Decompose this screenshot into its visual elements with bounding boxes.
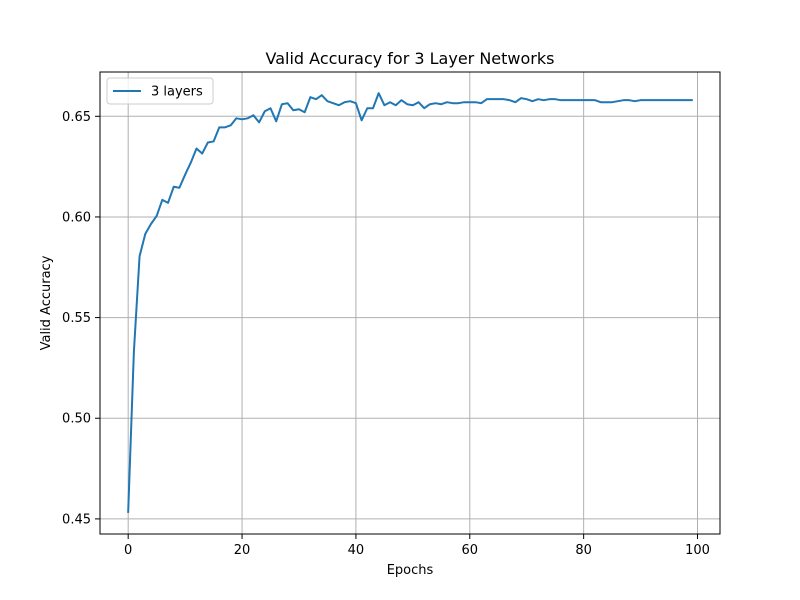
- plot-frame: [99, 71, 721, 535]
- axis-ticks: 0 20 40 60 80 100 0.45 0.50 0.55 0.60 0.65: [62, 110, 710, 558]
- x-tick-label: 80: [575, 543, 592, 558]
- x-tick-label: 60: [462, 543, 479, 558]
- x-axis-label: Epochs: [387, 563, 434, 578]
- x-tick-label: 100: [685, 543, 710, 558]
- y-tick-label: 0.65: [62, 110, 91, 125]
- grid-lines: [100, 72, 720, 534]
- x-tick-label: 40: [348, 543, 365, 558]
- x-tick-label: 0: [124, 543, 132, 558]
- chart-title: Valid Accuracy for 3 Layer Networks: [266, 49, 555, 68]
- y-tick-label: 0.55: [62, 311, 91, 326]
- legend-entry-label: 3 layers: [151, 85, 203, 100]
- y-tick-label: 0.50: [62, 412, 91, 427]
- legend-box: [106, 77, 214, 105]
- y-tick-label: 0.45: [62, 512, 91, 527]
- y-tick-label: 0.60: [62, 210, 91, 225]
- series-layer: [127, 92, 693, 513]
- legend: 3 layers: [106, 77, 214, 105]
- series-line-3-layers: [127, 92, 693, 513]
- x-tick-label: 20: [234, 543, 251, 558]
- y-axis-label: Valid Accuracy: [39, 255, 54, 350]
